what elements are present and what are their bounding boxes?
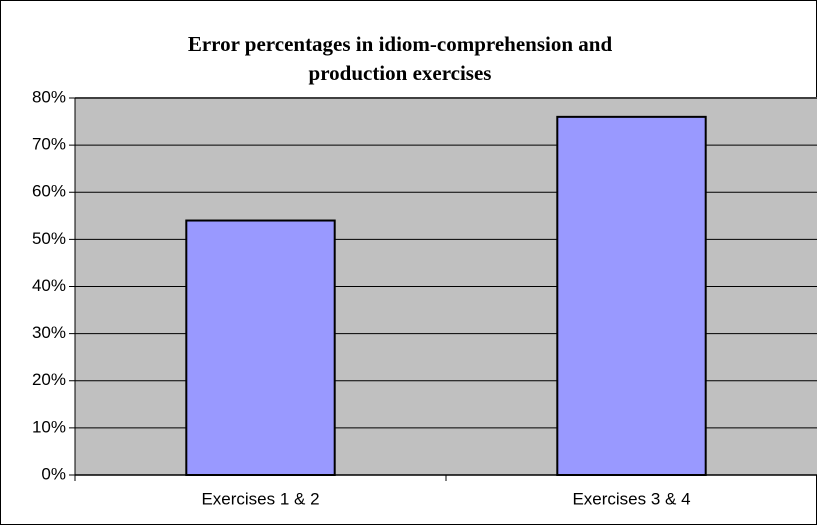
chart-title: Error percentages in idiom-comprehension… <box>187 32 613 85</box>
y-tick-label: 70% <box>32 135 66 154</box>
y-tick-label: 80% <box>32 87 66 106</box>
x-tick-label: Exercises 3 & 4 <box>572 489 690 508</box>
y-tick-label: 10% <box>32 417 66 436</box>
y-tick-label: 30% <box>32 323 66 342</box>
bar <box>556 115 707 476</box>
y-tick-label: 50% <box>32 229 66 248</box>
x-tick-label: Exercises 1 & 2 <box>201 489 319 508</box>
y-tick-label: 40% <box>32 276 66 295</box>
y-tick-label: 60% <box>32 182 66 201</box>
y-tick-label: 20% <box>32 370 66 389</box>
y-tick-label: 0% <box>41 464 66 483</box>
bar <box>185 219 336 476</box>
